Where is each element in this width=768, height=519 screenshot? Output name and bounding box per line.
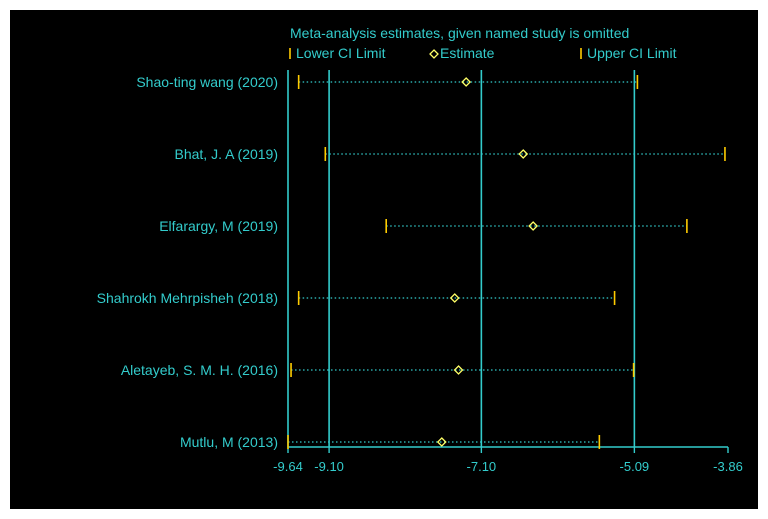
study-label: Aletayeb, S. M. H. (2016) — [121, 362, 278, 378]
x-tick-label: -9.10 — [314, 459, 344, 474]
study-row: Shao-ting wang (2020) — [136, 74, 639, 90]
legend-label: Upper CI Limit — [587, 45, 677, 61]
legend-label: Lower CI Limit — [296, 45, 386, 61]
study-label: Shahrokh Mehrpisheh (2018) — [97, 290, 278, 306]
estimate-diamond — [436, 437, 447, 447]
forest-plot: Meta-analysis estimates, given named stu… — [10, 10, 758, 509]
axes: -9.64 -9.10 -7.10 -5.09 -3.86 — [273, 70, 743, 474]
x-tick-label: -9.64 — [273, 459, 303, 474]
study-row: Elfarargy, M (2019) — [159, 218, 688, 234]
estimate-diamond — [528, 221, 539, 231]
estimate-diamond — [449, 293, 460, 303]
study-label: Bhat, J. A (2019) — [174, 146, 278, 162]
estimate-diamond — [461, 77, 472, 87]
study-row: Aletayeb, S. M. H. (2016) — [121, 362, 635, 378]
legend-diamond-marker — [429, 49, 439, 59]
study-row: Shahrokh Mehrpisheh (2018) — [97, 290, 616, 306]
study-label: Mutlu, M (2013) — [180, 434, 278, 450]
study-row: Bhat, J. A (2019) — [174, 146, 726, 162]
legend: Lower CI Limit Estimate Upper CI Limit — [289, 45, 677, 61]
chart-title: Meta-analysis estimates, given named stu… — [290, 25, 629, 41]
study-label: Shao-ting wang (2020) — [136, 74, 278, 90]
estimate-diamond — [453, 365, 464, 375]
estimate-diamond — [518, 149, 529, 159]
study-rows: Shao-ting wang (2020) Bhat, J. A (2019) El… — [97, 74, 726, 450]
study-row: Mutlu, M (2013) — [180, 434, 601, 450]
x-tick-label: -5.09 — [620, 459, 650, 474]
forest-plot-svg: Meta-analysis estimates, given named stu… — [97, 25, 743, 474]
x-tick-label: -7.10 — [467, 459, 497, 474]
legend-label: Estimate — [440, 45, 495, 61]
x-tick-label: -3.86 — [713, 459, 743, 474]
study-label: Elfarargy, M (2019) — [159, 218, 278, 234]
